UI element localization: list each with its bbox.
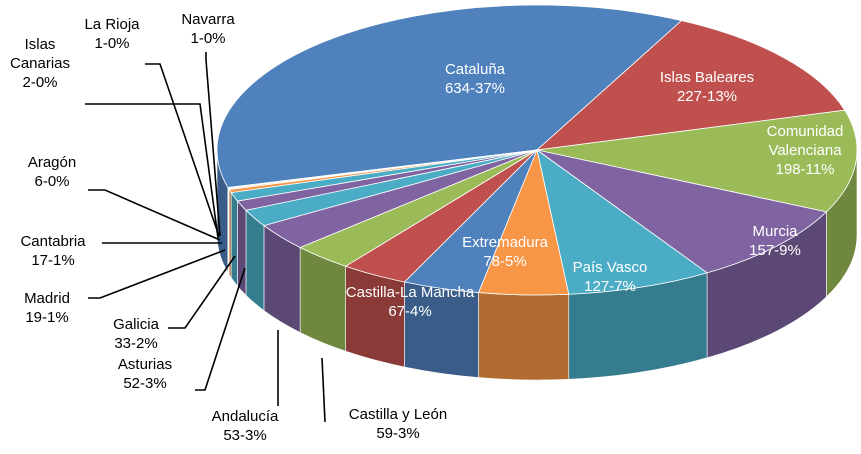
slice (227, 149, 538, 189)
value-label: 634-37% (444, 80, 506, 97)
category-name: Castilla y León (348, 406, 448, 423)
slice-side (237, 200, 247, 297)
data-label: La Rioja 1-0% (72, 15, 152, 53)
value-label: 227-13% (676, 88, 738, 105)
category-name: Madrid (24, 290, 70, 307)
value-label: 157-9% (749, 242, 801, 259)
data-label: Murcia 157-9% (735, 222, 815, 260)
data-label: Andalucía 53-3% (195, 407, 295, 445)
value-label: 53-3% (223, 427, 267, 444)
value-label: 6-0% (34, 173, 70, 190)
value-label: 198-11% (775, 161, 835, 178)
leader-lines (85, 52, 326, 423)
category-name: Cataluña (444, 61, 506, 78)
data-label: Asturias 52-3% (100, 355, 190, 393)
value-label: 127-7% (584, 278, 636, 295)
slice (216, 4, 683, 188)
value-label: 1-0% (94, 35, 130, 52)
leader-line (205, 52, 221, 237)
category-name: Castilla-La Mancha (345, 284, 475, 301)
value-label: 19-1% (25, 309, 69, 326)
category-name: Aragón (27, 154, 77, 171)
data-label: Extremadura 78-5% (445, 233, 565, 271)
leader-line (145, 63, 220, 237)
category-name: Extremadura (462, 234, 548, 251)
slice (535, 20, 846, 151)
value-label: 78-5% (483, 253, 527, 270)
category-name: La Rioja (84, 16, 140, 33)
value-label: 67-4% (388, 303, 432, 320)
slice (536, 109, 858, 213)
category-name: Murcia (752, 223, 798, 240)
leader-line (88, 189, 221, 241)
data-label: Galicia 33-2% (96, 315, 176, 353)
slice-side (230, 191, 238, 287)
leader-line (168, 255, 236, 329)
slice-side (245, 209, 265, 312)
data-label: Islas Baleares 227-13% (637, 68, 777, 106)
category-name: Islas Baleares (659, 69, 755, 86)
value-label: 33-2% (114, 335, 158, 352)
data-label: Castilla y León 59-3% (323, 405, 473, 443)
leader-line (321, 357, 326, 423)
category-name: Islas Canarias (9, 36, 71, 72)
data-label: Madrid 19-1% (7, 289, 87, 327)
value-label: 59-3% (376, 425, 420, 442)
value-label: 2-0% (22, 74, 58, 91)
data-label: Aragón 6-0% (12, 153, 92, 191)
pie-tops (216, 4, 858, 296)
value-label: 52-3% (123, 375, 167, 392)
category-name: Asturias (117, 356, 173, 373)
data-label: Comunidad Valenciana 198-11% (750, 122, 860, 179)
category-name: Andalucía (211, 408, 279, 425)
leader-line (85, 103, 219, 239)
category-name: Navarra (181, 11, 235, 28)
category-name: País Vasco (572, 259, 648, 276)
category-name: Cantabria (20, 233, 86, 250)
value-label: 1-0% (190, 30, 226, 47)
category-name: Comunidad Valenciana (766, 123, 844, 159)
category-name: Galicia (113, 316, 159, 333)
slice-side (478, 292, 570, 381)
data-label: Castilla-La Mancha 67-4% (330, 283, 490, 321)
data-label: Cataluña 634-37% (415, 60, 535, 98)
leader-line (88, 249, 226, 299)
data-label: Cantabria 17-1% (8, 232, 98, 270)
value-label: 17-1% (31, 252, 75, 269)
slice (536, 149, 708, 295)
pie-sides (216, 149, 858, 381)
leader-line (195, 267, 246, 391)
data-label: Navarra 1-0% (168, 10, 248, 48)
data-label: Islas Canarias 2-0% (5, 35, 75, 92)
data-label: País Vasco 127-7% (560, 258, 660, 296)
slice (536, 149, 828, 274)
